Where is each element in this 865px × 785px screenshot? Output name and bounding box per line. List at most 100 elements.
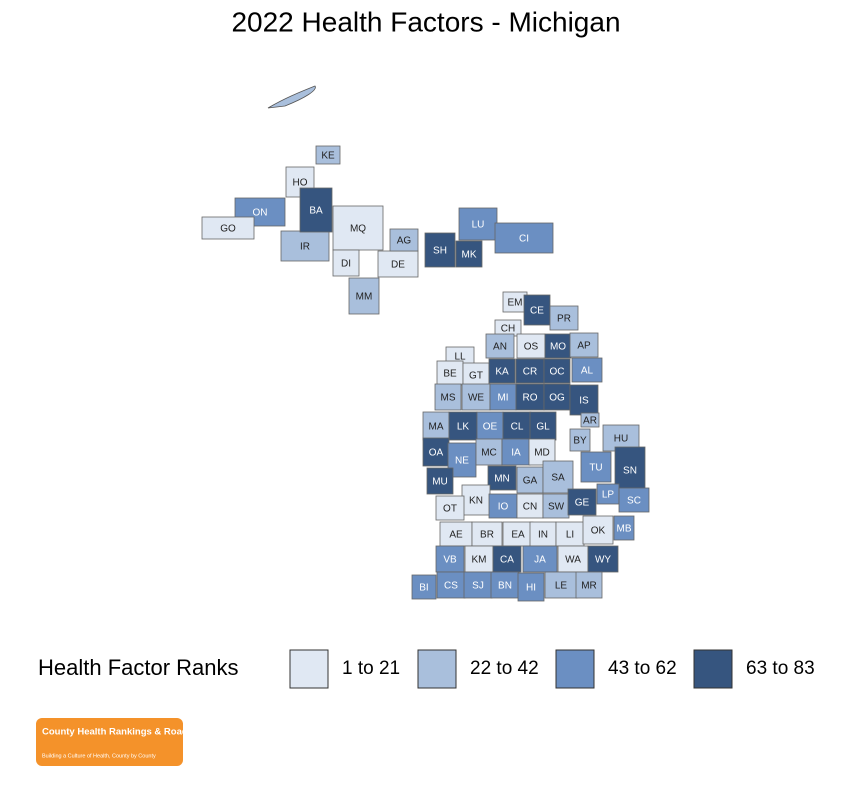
county-shape <box>436 360 464 386</box>
county-label: KN <box>469 496 483 507</box>
county-shape <box>422 437 450 467</box>
county-label: LP <box>602 490 615 501</box>
county: LE <box>544 571 578 599</box>
county-label: MI <box>497 393 508 404</box>
county-shape <box>492 545 522 573</box>
county: MA <box>422 411 450 441</box>
county-shape <box>516 333 546 359</box>
county: BA <box>299 187 333 233</box>
county: IR <box>280 230 330 262</box>
county-label: MC <box>481 448 497 459</box>
county-shape <box>315 145 341 165</box>
county: GO <box>201 216 255 240</box>
logo-box <box>36 718 183 766</box>
county-shape <box>515 383 545 411</box>
county-shape <box>435 495 465 521</box>
county: MN <box>487 465 517 491</box>
county: MB <box>613 515 635 541</box>
county-label: CR <box>523 367 537 378</box>
county-label: KM <box>472 555 487 566</box>
county-label: SC <box>627 496 641 507</box>
county-shape <box>464 545 494 573</box>
county-shape <box>299 187 333 233</box>
county: OG <box>543 383 571 411</box>
county-shape <box>280 230 330 262</box>
county-shape <box>543 358 571 384</box>
county: OE <box>476 411 504 441</box>
legend-label: 43 to 62 <box>608 658 677 679</box>
county: MO <box>544 333 572 359</box>
county: MI <box>489 383 517 411</box>
county: MK <box>455 240 483 268</box>
county-label: CL <box>511 422 524 433</box>
county-shape <box>529 411 557 441</box>
county-shape <box>448 411 478 441</box>
county: WE <box>461 383 491 411</box>
county-shape <box>580 451 612 483</box>
county-label: AP <box>577 341 591 352</box>
county-label: IR <box>300 242 310 253</box>
county: GE <box>567 488 597 516</box>
county: AN <box>485 333 515 359</box>
county: SN <box>614 446 646 494</box>
county-shape <box>461 484 491 516</box>
county-shape <box>571 357 603 383</box>
county: BR <box>471 521 503 547</box>
county-shape <box>516 493 544 519</box>
county-label: HO <box>293 178 308 189</box>
county-shape <box>462 362 490 388</box>
county-label: OC <box>550 367 565 378</box>
county-label: CE <box>530 306 544 317</box>
county-shape <box>613 515 635 541</box>
county: OC <box>543 358 571 384</box>
county: OA <box>422 437 450 467</box>
map-title: 2022 Health Factors - Michigan <box>231 6 620 37</box>
county-shape <box>543 383 571 411</box>
county-label: MD <box>534 448 550 459</box>
county-label: KE <box>321 151 335 162</box>
legend-label: 22 to 42 <box>470 658 539 679</box>
county-label: KA <box>495 367 509 378</box>
county-label: MO <box>550 342 566 353</box>
county-label: MB <box>617 524 632 535</box>
county: CA <box>492 545 522 573</box>
county-label: BY <box>573 436 587 447</box>
county-shape <box>575 571 603 599</box>
county-label: CI <box>519 234 529 245</box>
logo-tagline: Building a Culture of Health, County by … <box>42 753 156 759</box>
county: KE <box>315 145 341 165</box>
county-label: VB <box>443 555 457 566</box>
county-label: BI <box>419 583 428 594</box>
county-shape <box>580 412 600 428</box>
county-label: CS <box>444 581 458 592</box>
county-label: OS <box>524 342 539 353</box>
county-shape <box>542 460 574 494</box>
county-shape <box>411 574 437 600</box>
county-label: WE <box>468 393 484 404</box>
county-shape <box>542 493 570 519</box>
county-shape <box>618 487 650 513</box>
county-shape <box>587 545 619 573</box>
county-shape <box>529 521 557 547</box>
county: CR <box>515 358 545 384</box>
county-shape <box>582 515 614 545</box>
county-label: MM <box>356 292 373 303</box>
county-label: EA <box>511 530 525 541</box>
county: CS <box>436 571 466 599</box>
county: OK <box>582 515 614 545</box>
county: BI <box>411 574 437 600</box>
county: WA <box>557 545 589 573</box>
county-shape <box>455 240 483 268</box>
county-label: NE <box>455 456 469 467</box>
county-shape <box>515 358 545 384</box>
county-shape <box>348 277 380 315</box>
county-shape <box>502 521 534 547</box>
county: CE <box>523 294 551 326</box>
county-shape <box>544 333 572 359</box>
county-label: OT <box>443 504 457 515</box>
county-shape <box>614 446 646 494</box>
county-label: IS <box>579 396 589 407</box>
county: OS <box>516 333 546 359</box>
